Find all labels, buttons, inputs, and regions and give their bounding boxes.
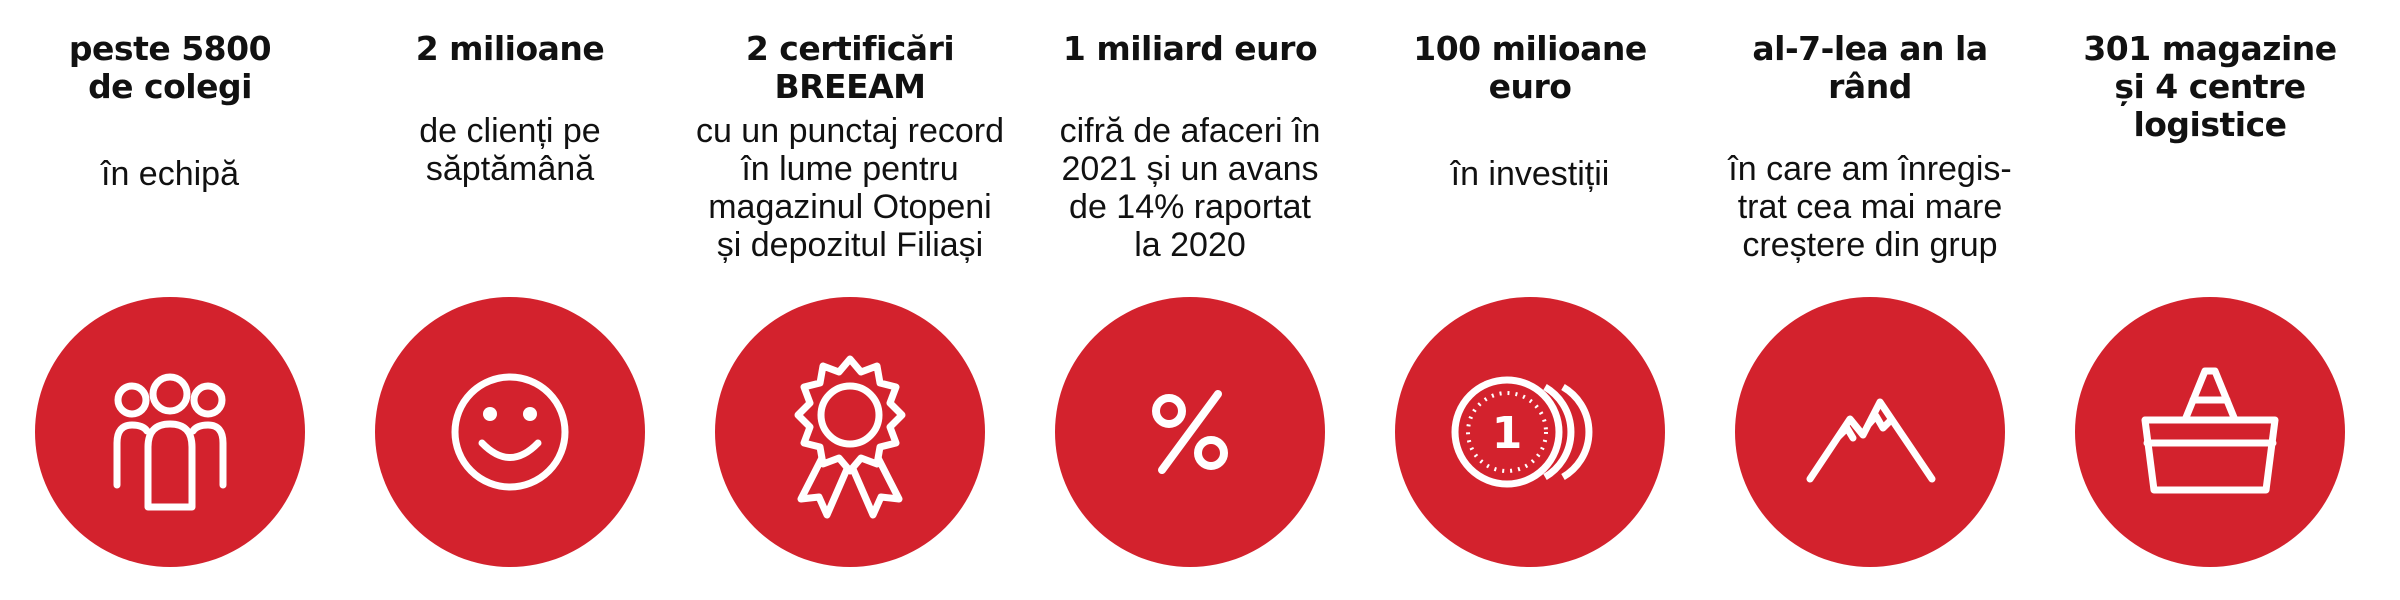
stat-title: peste 5800 de colegi — [0, 30, 340, 106]
stat-certifications: 2 certificări BREEAM cu un punctaj recor… — [680, 0, 1020, 600]
stat-title: 1 miliard euro — [1020, 30, 1360, 68]
stat-desc-line: în lume pentru — [741, 150, 959, 188]
stat-desc-line: și depozitul Filiași — [716, 226, 984, 264]
stat-desc-line: în care am înregis- — [1728, 150, 2012, 188]
stat-title-line: de colegi — [88, 67, 252, 106]
stat-desc-line: cifră de afaceri în — [1059, 112, 1321, 150]
team-icon — [35, 297, 305, 567]
stat-customers: 2 milioane de clienți pe săptămână — [340, 0, 680, 600]
stat-description: cifră de afaceri în 2021 și un avans de … — [1020, 112, 1360, 264]
stat-title: 100 milioane euro — [1360, 30, 1700, 106]
stat-title-line: rând — [1828, 67, 1912, 106]
stat-desc-line: în echipă — [101, 155, 239, 193]
stat-title-line: 2 certificări — [745, 29, 955, 68]
stat-title-line: 100 milioane — [1413, 29, 1647, 68]
stat-colleagues: peste 5800 de colegi în echipă — [0, 0, 340, 600]
stat-title-line: peste 5800 — [68, 29, 272, 68]
coins-icon: 1 — [1395, 297, 1665, 567]
smiley-icon — [375, 297, 645, 567]
award-rosette-icon — [715, 297, 985, 567]
stat-desc-line: săptămână — [425, 150, 595, 188]
stat-investments: 100 milioane euro în investiții 1 — [1360, 0, 1700, 600]
stat-growth: al-7-lea an la rând în care am înregis- … — [1700, 0, 2040, 600]
stat-title: al-7-lea an la rând — [1700, 30, 2040, 106]
stat-desc-line: de 14% raportat — [1069, 188, 1311, 226]
stat-title-line: 301 magazine — [2083, 29, 2337, 68]
stat-turnover: 1 miliard euro cifră de afaceri în 2021 … — [1020, 0, 1360, 600]
stat-title-line: al-7-lea an la — [1752, 29, 1988, 68]
stat-title-line: euro — [1488, 67, 1572, 106]
mountain-icon — [1735, 297, 2005, 567]
stat-description: de clienți pe săptămână — [340, 112, 680, 188]
stat-title: 2 milioane — [340, 30, 680, 68]
shopping-basket-icon — [2075, 297, 2345, 567]
stat-title-line: BREEAM — [774, 67, 926, 106]
stat-title-line: și 4 centre — [2114, 67, 2306, 106]
stat-desc-line: creștere din grup — [1742, 226, 1998, 264]
stat-title-line: 1 miliard euro — [1062, 29, 1318, 68]
stat-desc-line: în investiții — [1450, 155, 1610, 193]
stat-desc-line: la 2020 — [1134, 226, 1246, 264]
stat-description: în investiții — [1360, 155, 1700, 193]
coin-label: 1 — [1492, 408, 1523, 459]
stat-title-line: 2 milioane — [415, 29, 605, 68]
stat-stores: 301 magazine și 4 centre logistice — [2040, 0, 2380, 600]
stat-desc-line: trat cea mai mare — [1737, 188, 2003, 226]
stat-title-line: logistice — [2133, 105, 2287, 144]
stat-description: cu un punctaj record în lume pentru maga… — [680, 112, 1020, 264]
stat-title: 301 magazine și 4 centre logistice — [2040, 30, 2380, 144]
stat-desc-line: magazinul Otopeni — [708, 188, 992, 226]
stat-desc-line: 2021 și un avans — [1061, 150, 1319, 188]
stat-desc-line: cu un punctaj record — [695, 112, 1005, 150]
percent-icon — [1055, 297, 1325, 567]
stat-desc-line: de clienți pe — [419, 112, 601, 150]
stat-description: în care am înregis- trat cea mai mare cr… — [1700, 150, 2040, 264]
stat-description: în echipă — [0, 155, 340, 193]
stat-title: 2 certificări BREEAM — [680, 30, 1020, 106]
